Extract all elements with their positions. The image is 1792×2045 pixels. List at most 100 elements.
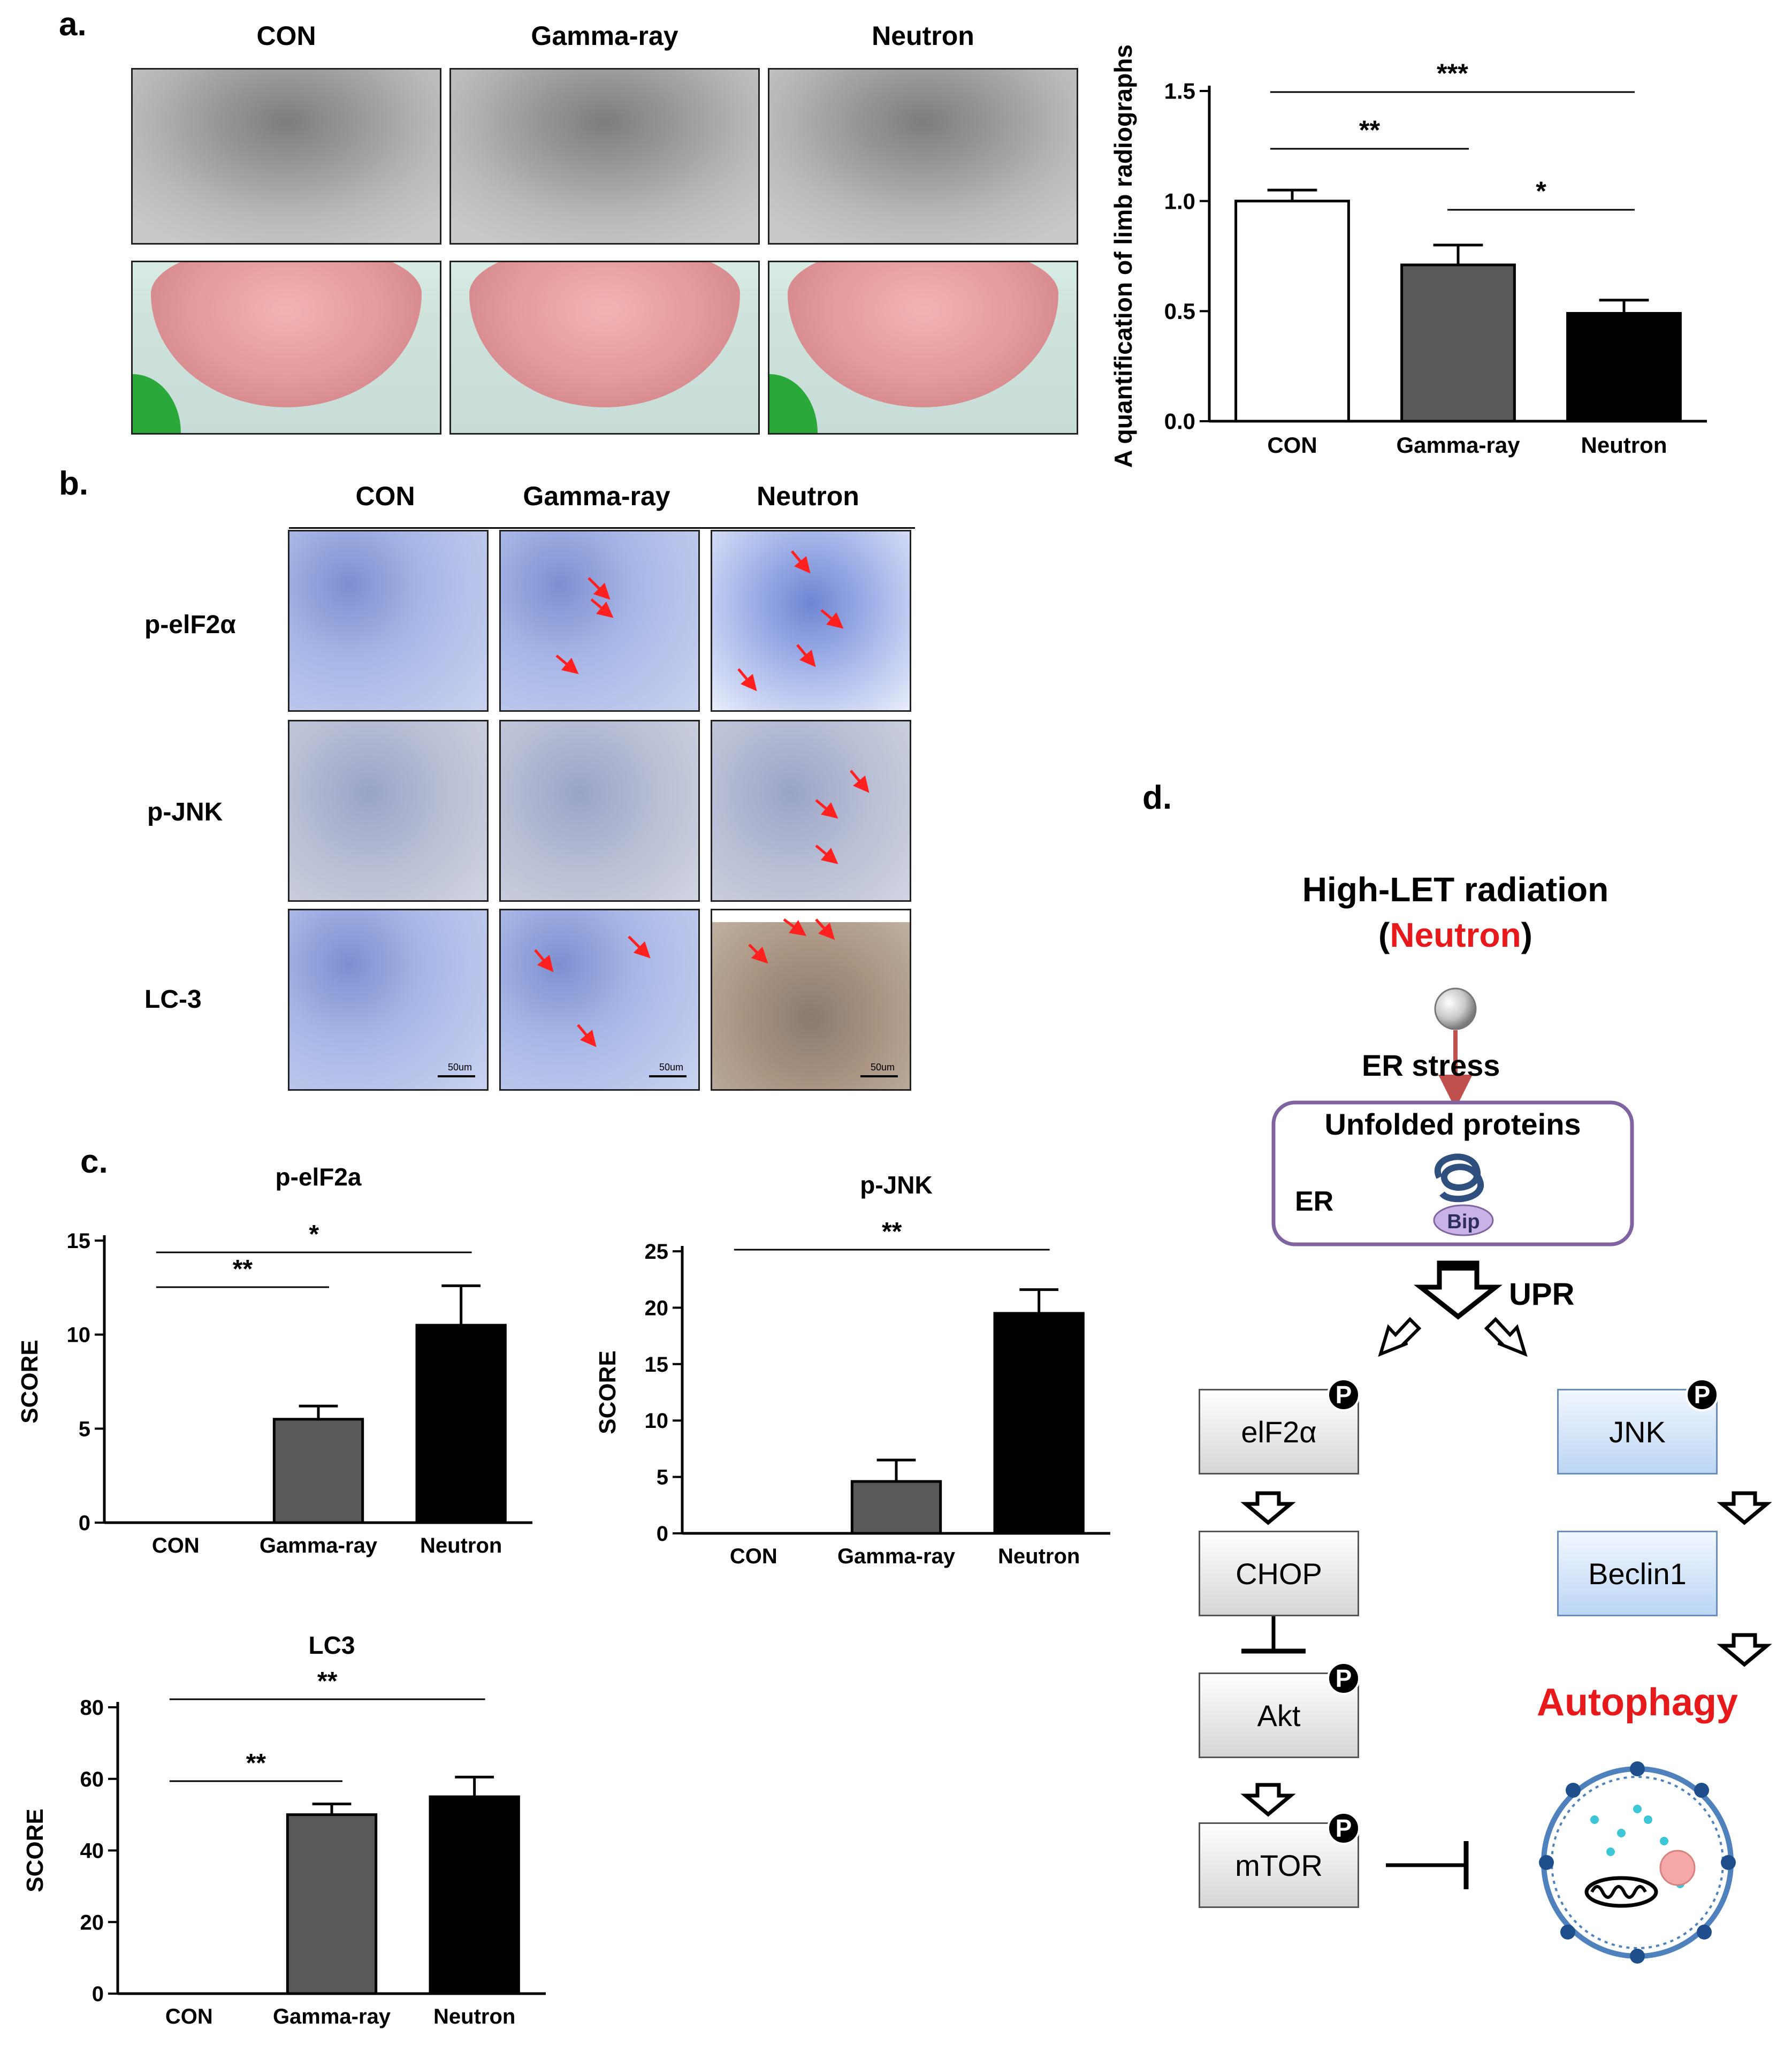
upr-left-arrow-icon — [1378, 1317, 1422, 1357]
node-eif2a: elF2α — [1199, 1389, 1359, 1474]
y-axis-label: A quantification of limb radiographs — [1109, 44, 1137, 468]
x-tick-label: Neutron — [420, 1534, 502, 1557]
x-tick-label: Neutron — [998, 1545, 1080, 1568]
ihc-arrow-overlay — [534, 550, 870, 1047]
y-tick-label: 0 — [92, 1982, 104, 2006]
pathway-subtitle: (Neutron) — [1378, 916, 1532, 954]
scale-bar — [649, 1075, 687, 1077]
scale-bar-label: 50um — [659, 1062, 683, 1073]
panel-b-row-pjnk: p-JNK — [147, 798, 223, 826]
bar — [850, 1480, 942, 1535]
significance-label: *** — [1437, 58, 1468, 88]
chart-lc3-score: LC3 0 20 40 60 80 SCORE CON Gamma-ray Neutron ** ** — [22, 1631, 546, 2028]
mouse-photo-con — [131, 261, 441, 435]
y-tick-label: 10 — [645, 1409, 669, 1433]
upr-label: UPR — [1509, 1277, 1575, 1312]
y-tick-label: 0.0 — [1164, 409, 1195, 434]
er-label: ER — [1295, 1186, 1334, 1217]
ihc-peif2a-con — [288, 530, 489, 712]
panel-b-col-neutron: Neutron — [757, 481, 859, 511]
x-tick-label: CON — [152, 1534, 200, 1557]
y-tick-label: 1.0 — [1164, 188, 1195, 214]
red-arrow — [628, 936, 651, 959]
panel-a-col-gamma: Gamma-ray — [531, 21, 678, 51]
y-tick-label: 80 — [80, 1696, 104, 1720]
panel-c-label: c. — [80, 1143, 108, 1180]
x-tick-label: CON — [165, 2005, 213, 2028]
red-arrow — [737, 668, 757, 691]
x-tick-label: CON — [730, 1545, 777, 1568]
down-arrow-icon — [1717, 1491, 1772, 1525]
panel-b-row-peif2a: p-elF2α — [144, 611, 236, 639]
red-arrow — [820, 609, 844, 629]
er-stress-label: ER stress — [1362, 1048, 1500, 1082]
ihc-peif2a-gamma — [499, 530, 700, 712]
node-beclin1: Beclin1 — [1557, 1531, 1718, 1616]
panel-a-col-neutron: Neutron — [872, 21, 974, 51]
significance-label: * — [1536, 176, 1546, 206]
x-tick-label: Gamma-ray — [1396, 432, 1520, 458]
panel-b-header-rule — [289, 527, 915, 529]
significance-label: ** — [233, 1255, 253, 1283]
significance-label: ** — [317, 1667, 338, 1696]
red-arrow — [748, 944, 768, 964]
ihc-lc3-neutron: 50um — [711, 909, 911, 1091]
red-arrow — [588, 577, 611, 600]
significance-label: ** — [1359, 115, 1381, 145]
upr-arrow-icon — [1413, 1260, 1503, 1320]
red-arrow — [577, 1024, 597, 1047]
bar — [1234, 200, 1350, 423]
bar — [415, 1324, 507, 1524]
red-arrow — [534, 949, 554, 972]
x-tick-label: Gamma-ray — [260, 1534, 378, 1557]
phospho-badge: P — [1327, 1662, 1360, 1695]
y-tick-label: 10 — [67, 1324, 91, 1347]
y-tick-label: 60 — [80, 1768, 104, 1791]
significance-label: ** — [246, 1749, 266, 1777]
chart-limb-radiographs: 0.0 0.5 1.0 1.5 A quantification of limb rad… — [1109, 44, 1707, 468]
bar — [272, 1418, 364, 1524]
x-tick-label: Gamma-ray — [273, 2005, 391, 2028]
bip-icon — [1433, 1204, 1494, 1236]
er-box — [1271, 1100, 1634, 1246]
bar — [429, 1795, 520, 1995]
bar — [286, 1813, 378, 1995]
significance-label: ** — [882, 1218, 902, 1246]
y-tick-label: 20 — [645, 1296, 669, 1320]
down-arrow-icon — [1240, 1491, 1296, 1525]
red-arrow — [791, 550, 811, 574]
x-tick-label: Neutron — [1581, 432, 1667, 458]
y-tick-label: 5 — [657, 1466, 668, 1489]
scale-bar-label: 50um — [870, 1062, 895, 1073]
unfolded-proteins-label: Unfolded proteins — [1324, 1107, 1581, 1141]
panel-a-col-con: CON — [256, 21, 316, 51]
red-arrow — [850, 770, 870, 793]
phospho-badge: P — [1327, 1378, 1360, 1411]
y-tick-label: 5 — [79, 1417, 90, 1441]
neutron-highlight: Neutron — [1390, 916, 1521, 954]
bar — [993, 1312, 1085, 1535]
ihc-pjnk-con — [288, 720, 489, 902]
phospho-badge: P — [1686, 1378, 1719, 1411]
red-arrow — [590, 598, 614, 618]
panel-a-label: a. — [59, 6, 87, 43]
y-tick-label: 15 — [645, 1353, 669, 1377]
significance-label: * — [309, 1220, 319, 1249]
red-arrow — [815, 918, 835, 940]
down-arrow-icon — [1240, 1783, 1296, 1817]
y-tick-label: 0.5 — [1164, 299, 1195, 324]
scale-bar — [860, 1075, 898, 1077]
red-arrow — [796, 644, 816, 667]
chart-title: LC3 — [309, 1631, 355, 1659]
bar — [1400, 263, 1516, 423]
scale-bar — [438, 1075, 475, 1077]
panel-b-col-con: CON — [355, 481, 415, 511]
unfolded-protein-icon — [1435, 1153, 1484, 1203]
y-tick-label: 0 — [79, 1511, 90, 1535]
x-tick-label: Neutron — [433, 2005, 515, 2028]
red-arrow — [555, 655, 579, 674]
y-tick-label: 20 — [80, 1911, 104, 1934]
panel-b-col-gamma: Gamma-ray — [523, 481, 670, 511]
red-arrow — [783, 918, 807, 936]
